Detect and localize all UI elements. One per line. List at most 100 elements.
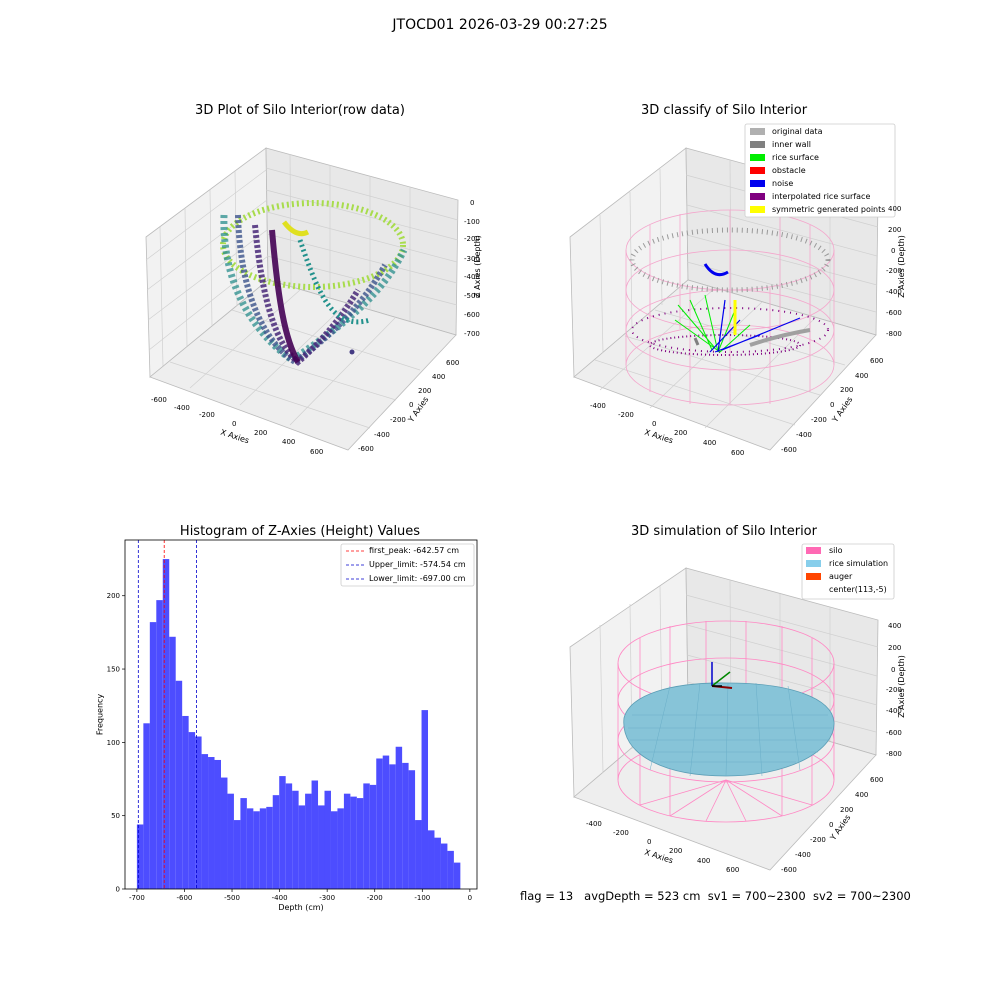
histogram-bar	[292, 790, 299, 889]
histogram-x-tick-label: -300	[319, 894, 335, 902]
histogram-bar	[182, 715, 189, 889]
raw-3d-plot	[145, 147, 459, 451]
histogram-bar	[376, 758, 383, 889]
legend-label-noise: noise	[772, 179, 794, 188]
histogram-bar	[369, 784, 377, 889]
raw-plot-title: 3D Plot of Silo Interior(row data)	[195, 103, 405, 118]
histogram-bar	[162, 559, 170, 889]
classify-z-axis-label: Z Axies (Depth)	[896, 235, 906, 298]
figure-title: JTOCD01 2026-03-29 00:27:25	[392, 17, 608, 33]
histogram-x-tick-label: -100	[414, 894, 430, 902]
histogram-bar	[415, 820, 422, 889]
histogram-y-axis-label: Frequency	[95, 693, 105, 736]
legend-label-rice-simulation: rice simulation	[829, 559, 889, 568]
simulation-legend	[801, 543, 895, 600]
histogram-y-tick-label: 200	[107, 592, 120, 600]
classify-z-tick: -400	[886, 288, 902, 296]
raw-x-tick: 0	[232, 420, 237, 428]
histogram-bar	[337, 808, 344, 889]
histogram-bar	[421, 710, 429, 889]
histogram-bar	[428, 830, 435, 889]
classify-point-cloud	[629, 227, 831, 356]
histogram-bar	[402, 762, 409, 889]
raw-y-tick: 600	[446, 359, 460, 367]
histogram-x-tick-label: -600	[177, 894, 193, 902]
histogram-bar	[298, 805, 306, 889]
histogram-x-tick-label: -500	[224, 894, 240, 902]
histogram-bar	[389, 764, 396, 889]
status-sv2: sv2 = 700~2300	[812, 889, 911, 903]
histogram-bar	[311, 780, 319, 889]
classify-x-tick: 400	[703, 439, 717, 447]
legend-label-center: center(113,-5)	[829, 585, 887, 594]
legend-label-first-peak: first_peak: -642.57 cm	[369, 546, 460, 555]
histogram-bar	[434, 837, 441, 889]
classify-3d-plot	[569, 123, 896, 451]
raw-z-tick: -500	[464, 292, 480, 300]
histogram-bar	[149, 622, 157, 889]
simulation-3d-plot	[569, 543, 895, 871]
simulation-plot-title: 3D simulation of Silo Interior	[631, 524, 817, 539]
classify-plot-title: 3D classify of Silo Interior	[640, 103, 808, 118]
status-flag: flag = 13	[520, 889, 574, 903]
status-avg-depth: avgDepth = 523 cm	[584, 889, 701, 903]
raw-y-tick: -600	[358, 445, 374, 453]
raw-y-tick: 200	[418, 387, 432, 395]
legend-swatch-obstacle	[750, 167, 765, 174]
histogram-bar	[246, 808, 254, 889]
classify-x-tick: 200	[674, 429, 688, 437]
classify-y-tick: -200	[811, 416, 827, 424]
legend-swatch-rice-surface	[750, 154, 765, 161]
status-sv1: sv1 = 700~2300	[707, 889, 806, 903]
simulation-y-tick: -600	[781, 866, 797, 874]
legend-swatch-original-data	[750, 128, 765, 135]
histogram-x-tick-label: -400	[272, 894, 288, 902]
simulation-x-tick: 0	[647, 838, 652, 846]
histogram-bar	[330, 811, 338, 889]
raw-y-tick: 0	[409, 401, 414, 409]
histogram-bar	[175, 680, 183, 889]
raw-z-tick: -700	[464, 330, 480, 338]
legend-label-auger: auger	[829, 572, 853, 581]
histogram-bar	[285, 783, 293, 889]
histogram-x-axis-label: Depth (cm)	[278, 903, 324, 912]
histogram-bar	[363, 783, 370, 889]
classify-silo-wireframe	[625, 209, 835, 406]
raw-x-tick: 200	[254, 429, 268, 437]
simulation-z-tick: -800	[886, 750, 902, 758]
legend-label-symmetric-generated-points: symmetric generated points	[772, 205, 886, 214]
histogram-bar	[279, 776, 286, 889]
classify-y-tick: 400	[855, 372, 869, 380]
histogram-bar	[356, 798, 364, 889]
histogram-bar	[214, 759, 221, 889]
simulation-x-tick: 200	[669, 847, 683, 855]
simulation-z-tick: 400	[888, 622, 902, 630]
simulation-y-tick: -200	[810, 836, 826, 844]
histogram-y-tick-label: 150	[107, 666, 120, 674]
histogram-bar	[208, 757, 215, 889]
histogram-bar	[440, 843, 448, 889]
histogram-title: Histogram of Z-Axies (Height) Values	[179, 524, 421, 539]
raw-y-tick: -400	[374, 431, 390, 439]
classify-legend	[744, 123, 896, 218]
histogram-bar	[408, 770, 416, 889]
simulation-auger-axes	[711, 662, 733, 689]
raw-x-tick: -600	[151, 396, 167, 404]
legend-swatch-inner-wall	[750, 141, 765, 148]
classify-y-tick: -600	[781, 446, 797, 454]
classify-y-tick: 200	[840, 386, 854, 394]
histogram-bar	[195, 736, 202, 889]
histogram-bar	[143, 723, 150, 889]
raw-x-tick: 600	[310, 448, 324, 456]
simulation-x-tick: -400	[586, 820, 602, 828]
simulation-z-tick: -600	[886, 729, 902, 737]
histogram-y-tick-label: 100	[107, 739, 120, 747]
legend-swatch-auger	[806, 573, 821, 580]
raw-point-cloud	[220, 200, 408, 366]
histogram-bar	[253, 811, 260, 889]
histogram-bar	[259, 808, 267, 889]
classify-z-tick: -200	[886, 267, 902, 275]
classify-y-tick: 600	[870, 357, 884, 365]
raw-z-tick: -400	[464, 273, 480, 281]
legend-swatch-silo	[806, 547, 821, 554]
